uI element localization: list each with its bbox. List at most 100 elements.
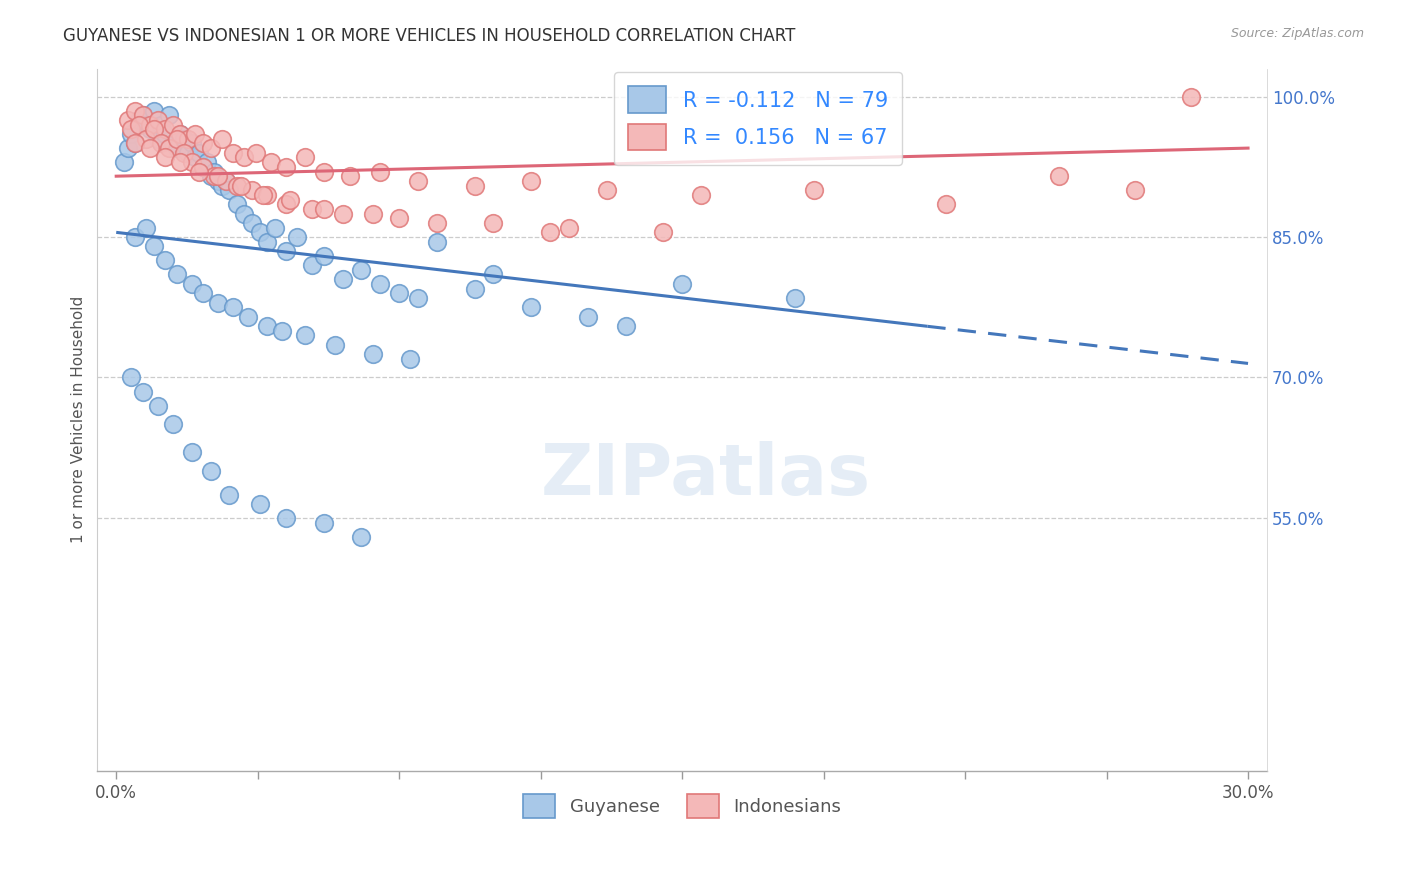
Point bbox=[166, 268, 188, 282]
Point bbox=[406, 174, 429, 188]
Point bbox=[339, 169, 361, 184]
Point bbox=[482, 216, 505, 230]
Point bbox=[312, 516, 335, 530]
Point bbox=[112, 155, 135, 169]
Point bbox=[155, 253, 177, 268]
Point bbox=[188, 164, 211, 178]
Point bbox=[117, 113, 139, 128]
Point bbox=[191, 136, 214, 151]
Point bbox=[240, 216, 263, 230]
Point bbox=[146, 399, 169, 413]
Point bbox=[1123, 183, 1146, 197]
Point bbox=[150, 118, 173, 132]
Point bbox=[361, 207, 384, 221]
Point bbox=[274, 244, 297, 258]
Point bbox=[595, 183, 617, 197]
Point bbox=[294, 151, 316, 165]
Point bbox=[388, 211, 411, 226]
Point bbox=[142, 239, 165, 253]
Point bbox=[150, 136, 173, 151]
Point bbox=[614, 318, 637, 333]
Point bbox=[131, 108, 153, 122]
Point bbox=[135, 132, 157, 146]
Point bbox=[312, 249, 335, 263]
Point bbox=[195, 155, 218, 169]
Point bbox=[301, 258, 323, 272]
Point bbox=[128, 113, 150, 128]
Point bbox=[274, 197, 297, 211]
Point bbox=[350, 262, 373, 277]
Point bbox=[120, 127, 142, 141]
Point bbox=[426, 235, 449, 249]
Point bbox=[935, 197, 957, 211]
Point bbox=[180, 277, 202, 291]
Point bbox=[312, 164, 335, 178]
Point bbox=[124, 230, 146, 244]
Point bbox=[155, 151, 177, 165]
Point bbox=[238, 310, 260, 324]
Point bbox=[218, 183, 240, 197]
Point bbox=[803, 183, 825, 197]
Point bbox=[207, 169, 229, 184]
Point bbox=[135, 118, 157, 132]
Point bbox=[226, 178, 249, 193]
Point bbox=[124, 103, 146, 118]
Point bbox=[671, 277, 693, 291]
Point bbox=[155, 127, 177, 141]
Point bbox=[249, 497, 271, 511]
Text: GUYANESE VS INDONESIAN 1 OR MORE VEHICLES IN HOUSEHOLD CORRELATION CHART: GUYANESE VS INDONESIAN 1 OR MORE VEHICLE… bbox=[63, 27, 796, 45]
Point bbox=[155, 122, 177, 136]
Point bbox=[260, 155, 283, 169]
Point bbox=[245, 145, 267, 160]
Point bbox=[464, 281, 486, 295]
Point bbox=[278, 193, 301, 207]
Point bbox=[222, 145, 245, 160]
Point bbox=[180, 155, 202, 169]
Point bbox=[173, 132, 195, 146]
Point bbox=[368, 164, 391, 178]
Point bbox=[162, 118, 184, 132]
Point bbox=[256, 188, 278, 202]
Point bbox=[200, 169, 222, 184]
Point bbox=[162, 136, 184, 151]
Point bbox=[252, 188, 274, 202]
Point bbox=[218, 487, 240, 501]
Point bbox=[177, 132, 200, 146]
Point bbox=[652, 225, 675, 239]
Point bbox=[323, 337, 346, 351]
Point bbox=[256, 235, 278, 249]
Text: Source: ZipAtlas.com: Source: ZipAtlas.com bbox=[1230, 27, 1364, 40]
Point bbox=[191, 160, 214, 174]
Point bbox=[135, 220, 157, 235]
Point bbox=[222, 300, 245, 314]
Point bbox=[169, 127, 191, 141]
Point bbox=[368, 277, 391, 291]
Point bbox=[274, 511, 297, 525]
Point bbox=[538, 225, 561, 239]
Y-axis label: 1 or more Vehicles in Household: 1 or more Vehicles in Household bbox=[72, 296, 86, 543]
Point bbox=[117, 141, 139, 155]
Point bbox=[177, 145, 200, 160]
Point bbox=[191, 286, 214, 301]
Point bbox=[332, 207, 354, 221]
Point bbox=[294, 328, 316, 343]
Point bbox=[191, 160, 214, 174]
Point bbox=[166, 141, 188, 155]
Point bbox=[157, 141, 180, 155]
Point bbox=[128, 118, 150, 132]
Point bbox=[285, 230, 308, 244]
Point bbox=[142, 103, 165, 118]
Point bbox=[131, 384, 153, 399]
Point bbox=[233, 207, 256, 221]
Point bbox=[263, 220, 285, 235]
Point bbox=[233, 151, 256, 165]
Point bbox=[146, 132, 169, 146]
Point bbox=[207, 295, 229, 310]
Point bbox=[558, 220, 581, 235]
Point bbox=[576, 310, 599, 324]
Point bbox=[211, 178, 233, 193]
Point bbox=[200, 141, 222, 155]
Point bbox=[162, 417, 184, 432]
Point bbox=[332, 272, 354, 286]
Point bbox=[180, 445, 202, 459]
